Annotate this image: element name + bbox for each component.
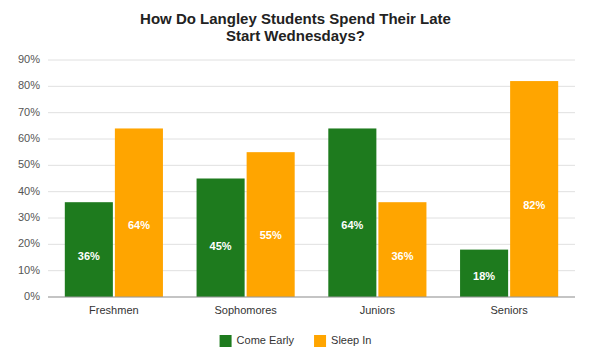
grid-line bbox=[48, 86, 575, 87]
y-tick-label: 0% bbox=[24, 290, 40, 302]
x-tick-label: Freshmen bbox=[89, 304, 139, 316]
bar bbox=[247, 152, 295, 297]
legend-item: Come Early bbox=[220, 334, 295, 347]
x-axis-line bbox=[48, 297, 575, 298]
data-label: 45% bbox=[210, 240, 232, 252]
data-label: 55% bbox=[260, 229, 282, 241]
y-tick-label: 90% bbox=[18, 53, 40, 65]
bar bbox=[65, 202, 113, 297]
y-tick-label: 20% bbox=[18, 237, 40, 249]
y-axis: 0% 10% 20% 30% 40% 50% 60% 70% 80% 90% bbox=[18, 53, 575, 302]
title: How Do Langley Students Spend Their Late… bbox=[140, 10, 451, 44]
bar bbox=[510, 81, 558, 297]
y-tick-label: 10% bbox=[18, 264, 40, 276]
data-label: 36% bbox=[391, 250, 413, 262]
grid-line bbox=[48, 112, 575, 113]
y-tick-label: 70% bbox=[18, 106, 40, 118]
data-label: 64% bbox=[341, 219, 363, 231]
x-tick-label: Sophomores bbox=[214, 304, 277, 316]
x-tick-label: Juniors bbox=[360, 304, 396, 316]
grid-line bbox=[48, 60, 575, 61]
y-tick-label: 60% bbox=[18, 132, 40, 144]
bar bbox=[378, 202, 426, 297]
bars bbox=[65, 81, 558, 297]
x-axis: Freshmen Sophomores Juniors Seniors bbox=[48, 297, 575, 316]
legend: Come Early Sleep In bbox=[220, 334, 372, 347]
x-tick-label: Seniors bbox=[490, 304, 528, 316]
bar bbox=[115, 128, 163, 297]
data-label: 36% bbox=[78, 250, 100, 262]
bar bbox=[460, 250, 508, 297]
grid-line bbox=[48, 297, 575, 298]
chart: How Do Langley Students Spend Their Late… bbox=[0, 0, 591, 359]
y-tick-label: 30% bbox=[18, 211, 40, 223]
y-tick-label: 50% bbox=[18, 158, 40, 170]
legend-item: Sleep In bbox=[314, 334, 371, 347]
data-label: 64% bbox=[128, 219, 150, 231]
legend-label: Come Early bbox=[237, 334, 295, 346]
data-label: 18% bbox=[473, 270, 495, 282]
y-tick-label: 80% bbox=[18, 79, 40, 91]
data-labels: 36% 45% 64% 18% 64% 55% 36% 82% bbox=[78, 199, 546, 282]
bar bbox=[328, 128, 376, 297]
legend-swatch bbox=[220, 335, 232, 347]
data-label: 82% bbox=[523, 199, 545, 211]
legend-label: Sleep In bbox=[331, 334, 371, 346]
y-tick-label: 40% bbox=[18, 185, 40, 197]
bar bbox=[197, 179, 245, 298]
legend-swatch bbox=[314, 335, 326, 347]
